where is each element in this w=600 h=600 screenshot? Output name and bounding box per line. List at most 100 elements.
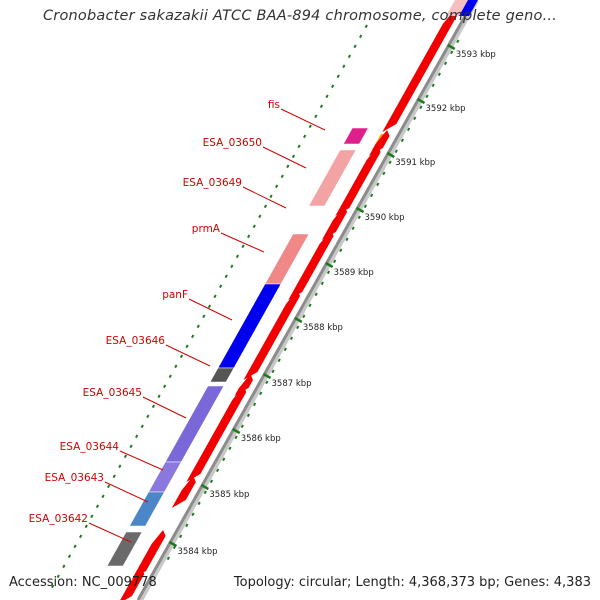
tick-dot-left xyxy=(62,564,66,569)
tick-dot-left xyxy=(252,224,256,229)
tick-dot-left xyxy=(235,254,240,259)
tick-dot-right xyxy=(265,380,269,385)
tick-dot-right xyxy=(252,402,257,407)
tick-dot-right xyxy=(400,138,405,143)
top-blue-gene[interactable] xyxy=(459,0,478,16)
tick-dot-left xyxy=(269,194,273,199)
tick-dot-left xyxy=(331,84,335,89)
tick-dot-left xyxy=(112,474,116,479)
tick-dot-left xyxy=(297,144,301,149)
ESA_03643-gene-segment xyxy=(128,491,165,527)
fis-gene-segment xyxy=(342,127,369,145)
tick-dot-right xyxy=(363,204,368,209)
panF-label: panF xyxy=(162,289,188,301)
tick-dot-right xyxy=(357,215,361,220)
ESA_03642-gene-segment xyxy=(106,531,143,567)
ESA_03650-label: ESA_03650 xyxy=(203,137,262,149)
forward-gene-arrow-10 xyxy=(120,568,145,600)
ESA_03646-gene-segment xyxy=(209,367,235,383)
fis-leader-line xyxy=(280,108,326,131)
tick-dot-right xyxy=(197,501,201,506)
kbp-tick-mark xyxy=(447,43,456,51)
reverse-strand-genes xyxy=(106,127,387,567)
tick-dot-left xyxy=(314,114,318,119)
tick-dot-right xyxy=(376,182,380,187)
ESA_03645-label: ESA_03645 xyxy=(83,387,142,399)
tick-dot-right xyxy=(314,292,318,297)
tick-dot-right xyxy=(369,193,374,198)
forward-strand-genes xyxy=(120,10,457,600)
kbp-scale-label: 3584 kbp xyxy=(177,547,217,557)
tick-dot-right xyxy=(450,50,454,55)
tick-dot-left xyxy=(168,374,172,379)
tick-dot-right xyxy=(413,116,417,121)
tick-dot-right xyxy=(437,72,441,77)
ESA_03650-leader-line xyxy=(262,146,307,169)
kbp-tick-mark xyxy=(325,261,334,269)
tick-dot-left xyxy=(56,574,60,579)
kbp-scale-label: 3586 kbp xyxy=(241,434,281,444)
tick-dot-left xyxy=(280,174,284,179)
tick-dot-right xyxy=(259,391,263,396)
ESA_03643-label: ESA_03643 xyxy=(45,472,104,484)
tick-dot-left xyxy=(107,484,111,489)
tick-dot-right xyxy=(406,127,411,132)
tick-dot-left xyxy=(353,44,357,49)
top-segments xyxy=(446,0,478,16)
tick-dot-left xyxy=(67,554,72,559)
tick-dot-left xyxy=(342,64,346,69)
tick-dot-right xyxy=(388,160,392,165)
tick-dot-left xyxy=(247,234,251,239)
forward-gene-arrow-5 xyxy=(243,290,300,380)
tick-dot-left xyxy=(84,524,88,529)
accession-text: Accession: NC_009778 xyxy=(9,575,157,590)
page-title: Cronobacter sakazakii ATCC BAA-894 chrom… xyxy=(42,8,558,24)
forward-gene-arrow-2 xyxy=(335,146,381,216)
ESA_03644-gene-segment xyxy=(147,461,182,493)
tick-dot-left xyxy=(347,54,352,59)
tick-dot-left xyxy=(207,304,212,309)
tick-dot-right xyxy=(296,325,300,330)
prmA-label: prmA xyxy=(192,223,221,235)
tick-dot-right xyxy=(394,149,398,154)
tick-dot-right xyxy=(246,413,251,418)
forward-gene-arrow-9 xyxy=(132,530,166,579)
forward-gene-arrow-4 xyxy=(288,230,334,300)
ESA_03642-label: ESA_03642 xyxy=(29,513,88,525)
tick-dot-right xyxy=(345,237,349,242)
tick-dot-left xyxy=(101,494,105,499)
prmA-leader-line xyxy=(220,232,265,253)
forward-gene-arrow-0 xyxy=(382,10,457,132)
tick-dot-right xyxy=(456,39,460,44)
tick-dot-left xyxy=(359,34,363,39)
tick-dot-left xyxy=(308,124,312,129)
ESA_03643-leader-line xyxy=(104,481,149,503)
kbp-scale-label: 3593 kbp xyxy=(456,50,496,60)
forward-gene-arrow-8 xyxy=(171,476,196,508)
genome-summary: Topology: circular; Length: 4,368,373 bp… xyxy=(233,575,591,590)
tick-dot-right xyxy=(166,556,170,561)
tick-dot-left xyxy=(230,264,234,269)
kbp-scale: 3593 kbp 3592 kbp 3591 kbp 3590 kbp 3589 kbp… xyxy=(168,43,496,557)
tick-dot-left xyxy=(146,414,150,419)
tick-dot-left xyxy=(258,214,262,219)
tick-dot-left xyxy=(140,424,144,429)
tick-dot-left xyxy=(129,444,133,449)
tick-dot-left xyxy=(118,464,122,469)
tick-dot-left xyxy=(196,324,200,329)
tick-dot-left xyxy=(123,454,128,459)
tick-dot-left xyxy=(174,364,178,369)
kbp-scale-label: 3587 kbp xyxy=(272,379,312,389)
fis-label: fis xyxy=(268,99,280,111)
kbp-scale-label: 3588 kbp xyxy=(303,323,343,333)
tick-dot-left xyxy=(291,154,296,159)
tick-dot-left xyxy=(224,274,228,279)
tick-dot-left xyxy=(95,504,100,509)
tick-dot-left xyxy=(263,204,268,209)
kbp-scale-label: 3585 kbp xyxy=(209,490,249,500)
tick-dot-right xyxy=(443,61,448,66)
tick-dot-left xyxy=(219,284,223,289)
tick-dot-right xyxy=(326,270,331,275)
tick-dot-right xyxy=(419,105,423,110)
